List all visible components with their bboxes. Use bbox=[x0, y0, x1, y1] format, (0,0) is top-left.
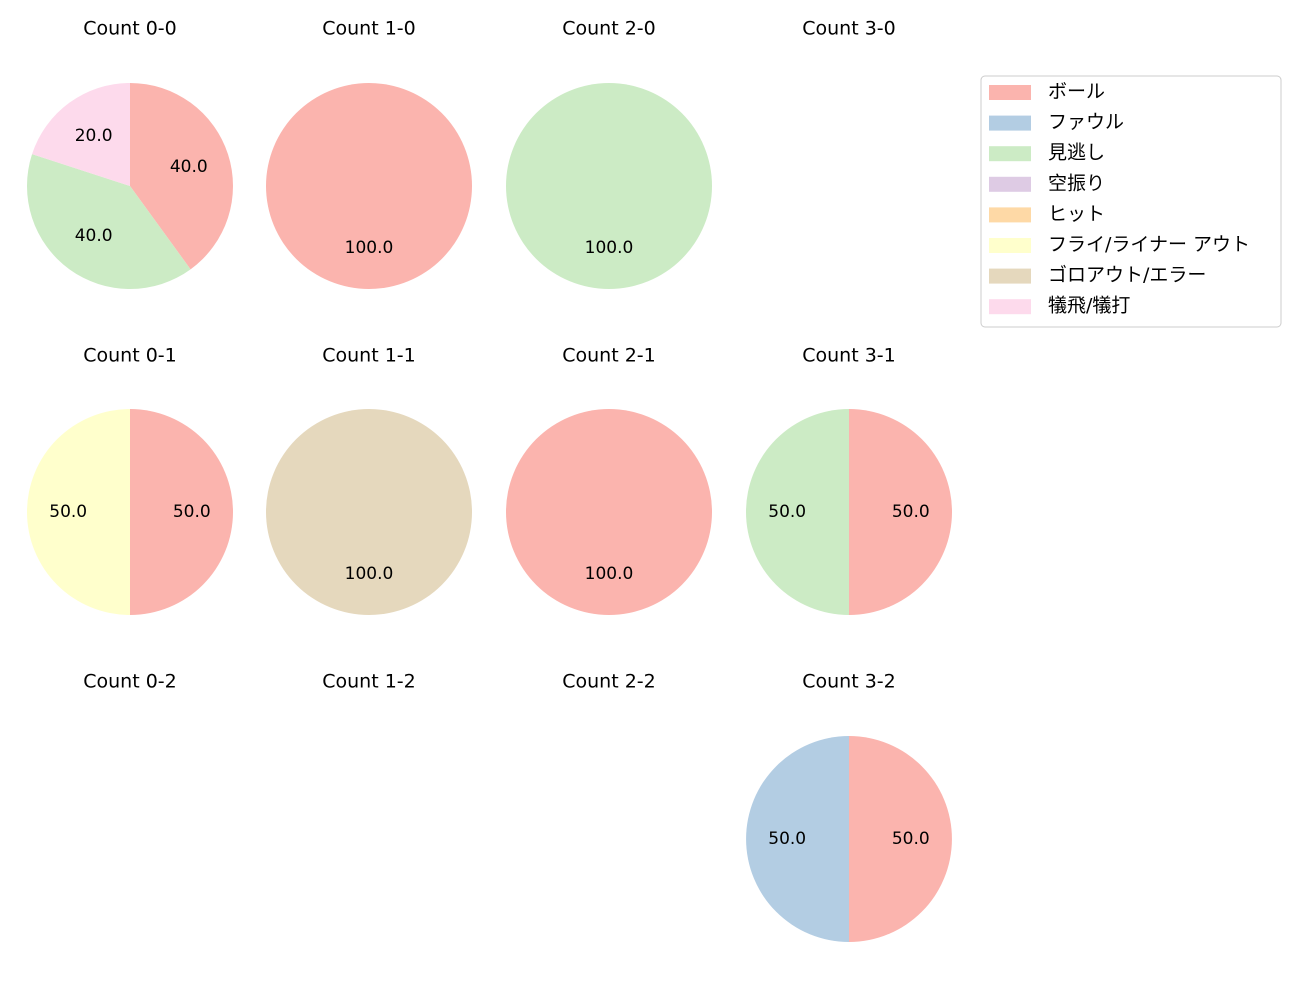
pie-count-1-2: Count 1-2 bbox=[322, 671, 416, 693]
legend-label: 空振り bbox=[1048, 172, 1105, 194]
pie-slice-0 bbox=[849, 736, 952, 942]
slice-label: 20.0 bbox=[75, 126, 113, 146]
pie-slice-1 bbox=[746, 409, 849, 615]
slice-label: 100.0 bbox=[585, 238, 634, 258]
chart-title: Count 2-0 bbox=[562, 18, 656, 40]
slice-label: 50.0 bbox=[892, 502, 930, 522]
pie-count-2-0: Count 2-0 100.0 bbox=[506, 18, 712, 289]
pie-count-1-1: Count 1-1 100.0 bbox=[266, 345, 472, 615]
legend-swatch bbox=[989, 146, 1031, 162]
legend-swatch bbox=[989, 115, 1031, 131]
slice-label: 100.0 bbox=[585, 564, 634, 584]
pie-slice-1 bbox=[26, 154, 191, 290]
slice-label: 50.0 bbox=[768, 829, 806, 849]
legend-swatch bbox=[989, 176, 1031, 192]
chart-title: Count 3-0 bbox=[802, 18, 896, 40]
pie-slice-0 bbox=[849, 409, 952, 615]
legend-item: ゴロアウト/エラー bbox=[989, 264, 1206, 286]
legend-label: 犠飛/犠打 bbox=[1048, 295, 1130, 317]
legend-label: ヒット bbox=[1048, 203, 1105, 225]
pie-count-2-1: Count 2-1 100.0 bbox=[506, 345, 712, 615]
pie-count-2-2: Count 2-2 bbox=[562, 671, 656, 693]
legend-label: ファウル bbox=[1048, 111, 1124, 133]
pie-count-3-0: Count 3-0 bbox=[802, 18, 896, 40]
legend-item: フライ/ライナー アウト bbox=[989, 234, 1250, 256]
slice-label: 50.0 bbox=[173, 502, 211, 522]
legend-item: 空振り bbox=[989, 172, 1105, 194]
pie-slice-0 bbox=[506, 83, 712, 289]
pie-slice-0 bbox=[130, 409, 233, 615]
pie-slice-0 bbox=[266, 409, 472, 615]
slice-label: 50.0 bbox=[49, 502, 87, 522]
legend-item: ヒット bbox=[989, 203, 1105, 225]
chart-title: Count 2-2 bbox=[562, 671, 656, 693]
chart-title: Count 1-2 bbox=[322, 671, 416, 693]
chart-title: Count 2-1 bbox=[562, 345, 656, 367]
chart-title: Count 0-0 bbox=[83, 18, 177, 40]
slice-label: 40.0 bbox=[170, 157, 208, 177]
legend-swatch bbox=[989, 85, 1031, 100]
legend-swatch bbox=[989, 238, 1031, 253]
pie-slice-0 bbox=[266, 83, 472, 289]
chart-title: Count 1-1 bbox=[322, 345, 416, 367]
legend-swatch bbox=[989, 207, 1031, 223]
pie-count-3-2: Count 3-2 50.0 50.0 bbox=[746, 671, 952, 942]
legend-item: 見逃し bbox=[989, 142, 1105, 164]
pie-slice-1 bbox=[27, 409, 130, 615]
legend-label: 見逃し bbox=[1048, 142, 1105, 164]
chart-title: Count 3-1 bbox=[802, 345, 896, 367]
pie-slice-2 bbox=[32, 83, 130, 186]
chart-title: Count 0-1 bbox=[83, 345, 177, 367]
legend-item: ファウル bbox=[989, 111, 1124, 133]
pie-slice-0 bbox=[506, 409, 712, 615]
pie-count-0-0: Count 0-0 40.0 40.0 20.0 bbox=[26, 18, 233, 290]
legend-label: ゴロアウト/エラー bbox=[1048, 264, 1206, 286]
pie-count-1-0: Count 1-0 100.0 bbox=[266, 18, 472, 289]
legend-item: ボール bbox=[989, 81, 1105, 103]
slice-label: 50.0 bbox=[892, 829, 930, 849]
slice-label: 100.0 bbox=[345, 238, 394, 258]
pie-slice-0 bbox=[130, 83, 233, 270]
pie-slice-1 bbox=[746, 736, 849, 942]
slice-label: 100.0 bbox=[345, 564, 394, 584]
chart-title: Count 1-0 bbox=[322, 18, 416, 40]
legend-swatch bbox=[989, 299, 1031, 315]
legend-label: フライ/ライナー アウト bbox=[1048, 234, 1250, 256]
pie-count-3-1: Count 3-1 50.0 50.0 bbox=[746, 345, 952, 615]
chart-title: Count 3-2 bbox=[802, 671, 896, 693]
legend-item: 犠飛/犠打 bbox=[989, 295, 1130, 317]
pie-count-0-2: Count 0-2 bbox=[83, 671, 177, 693]
legend-swatch bbox=[989, 268, 1031, 284]
slice-label: 40.0 bbox=[75, 226, 113, 246]
chart-title: Count 0-2 bbox=[83, 671, 177, 693]
slice-label: 50.0 bbox=[768, 502, 806, 522]
legend-frame bbox=[980, 75, 1282, 328]
legend-label: ボール bbox=[1048, 81, 1105, 103]
pie-count-0-1: Count 0-1 50.0 50.0 bbox=[27, 345, 233, 615]
